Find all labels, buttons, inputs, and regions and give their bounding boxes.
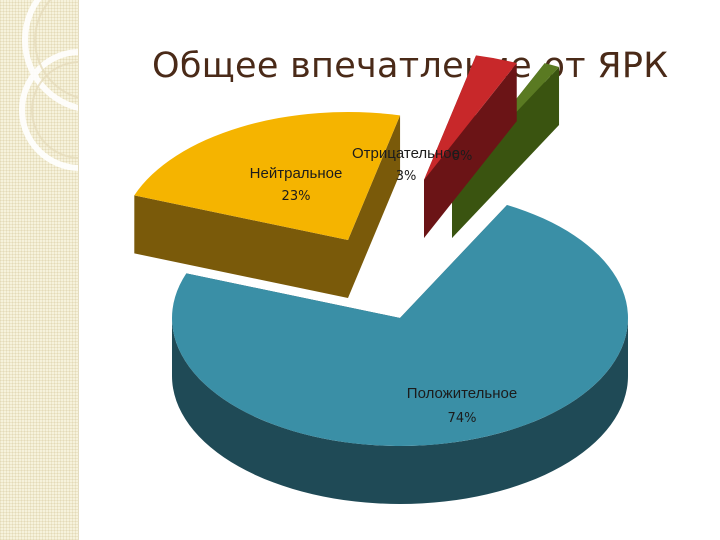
chart-title: Общее впечатление от ЯРК (152, 46, 669, 86)
decorative-side-strip (0, 0, 78, 540)
slice-value-positive: 74% (448, 411, 477, 426)
slice-label-neutral: Нейтральное (250, 165, 343, 182)
slice-label-negative: Отрицательное (352, 145, 460, 162)
pie-slice-positive (172, 204, 629, 504)
pie-slice-negative (424, 55, 517, 239)
strip-divider (78, 0, 79, 540)
pie-slice-neutral (134, 112, 401, 298)
slice-value-negative: 3% (396, 169, 417, 184)
slice-label-positive: Положительное (407, 385, 517, 402)
slice-value-other: 0% (452, 149, 473, 164)
slice-value-neutral: 23% (282, 189, 311, 204)
swirl-ornament-icon (19, 0, 78, 171)
